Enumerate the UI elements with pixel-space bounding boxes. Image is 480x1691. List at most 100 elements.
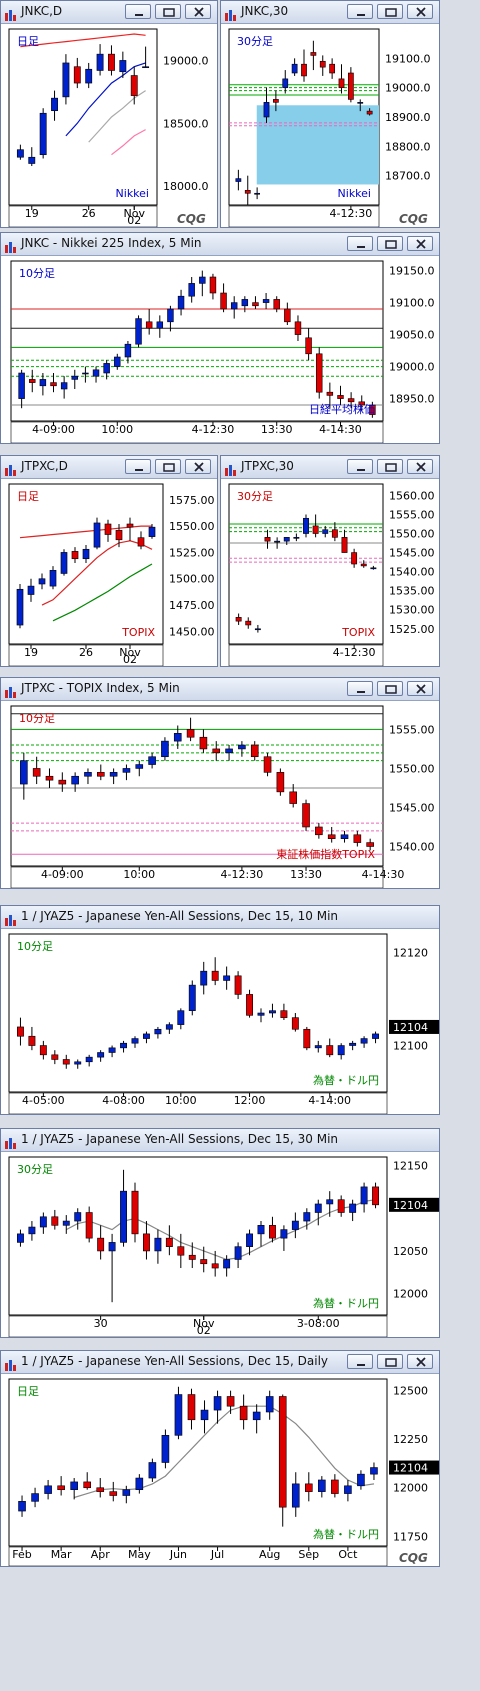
candle-body: [108, 1047, 116, 1053]
candle: [360, 1182, 368, 1213]
chart-canvas[interactable]: 1560.00 1555.00 1550.00 1545.00 1540.00 1535.…: [221, 478, 440, 667]
close-button[interactable]: [407, 4, 433, 19]
minimize-button[interactable]: [347, 1354, 373, 1369]
title-bar[interactable]: JTPXC,30: [221, 456, 439, 479]
candle-body: [73, 66, 81, 84]
candle-body: [226, 1396, 235, 1407]
chart-window-yen-30min[interactable]: 1 / JYAZ5 - Japanese Yen-All Sessions, D…: [0, 1128, 440, 1338]
minimize-button[interactable]: [125, 4, 151, 19]
x-tick-label: 13:30: [290, 868, 322, 881]
candle: [244, 175, 251, 205]
close-button[interactable]: [185, 4, 211, 19]
title-bar[interactable]: JTPXC - TOPIX Index, 5 Min: [1, 678, 439, 701]
maximize-button[interactable]: [155, 459, 181, 474]
candle-body: [291, 1017, 299, 1030]
chart-window-yen-10min[interactable]: 1 / JYAZ5 - Japanese Yen-All Sessions, D…: [0, 905, 440, 1115]
chart-app-icon: [5, 461, 17, 476]
close-button[interactable]: [407, 459, 433, 474]
candle-body: [331, 529, 338, 538]
candle-body: [124, 343, 132, 358]
maximize-button[interactable]: [377, 4, 403, 19]
candle-body: [310, 52, 317, 56]
x-axis-band: [228, 644, 384, 666]
chart-window-jnkc-daily[interactable]: JNKC,D 19000.0 18500.0 18000.0 19 26 Nov 02 日足 N…: [0, 0, 218, 228]
candle: [17, 1017, 24, 1046]
chart-canvas[interactable]: 19100.0 19000.0 18900.0 18800.0 18700.0 4-12:…: [221, 23, 440, 228]
index-name-label: 為替・ドル円: [313, 1073, 379, 1087]
candle-body: [209, 276, 217, 294]
minimize-button[interactable]: [347, 4, 373, 19]
maximize-button[interactable]: [377, 236, 403, 251]
candle: [62, 1054, 70, 1069]
chart-window-jtpxc-daily[interactable]: JTPXC,D 1575.00 1550.00 1525.00 1500.00 1475…: [0, 455, 218, 667]
close-button[interactable]: [407, 681, 433, 696]
close-button[interactable]: [407, 236, 433, 251]
candle-body: [200, 1409, 209, 1421]
candle-body: [135, 318, 142, 345]
chart-canvas[interactable]: 12120 12100 4-05:00 4-08:00 10:00 12:00 4-14:0…: [1, 928, 440, 1115]
chart-window-nikkei-5min[interactable]: JNKC - Nikkei 225 Index, 5 Min 19150.0 19…: [0, 232, 440, 444]
x-tick-label: Jul: [210, 1548, 224, 1561]
x-tick-label: 4-12:30: [333, 646, 376, 659]
minimize-button[interactable]: [347, 236, 373, 251]
chart-app-icon: [5, 6, 17, 21]
maximize-button[interactable]: [377, 1354, 403, 1369]
minimize-button[interactable]: [347, 459, 373, 474]
title-bar[interactable]: 1 / JYAZ5 - Japanese Yen-All Sessions, D…: [1, 1351, 439, 1374]
title-bar[interactable]: 1 / JYAZ5 - Japanese Yen-All Sessions, D…: [1, 906, 439, 929]
candle: [92, 366, 100, 383]
candle-body: [289, 791, 298, 804]
chart-canvas[interactable]: 1555.00 1550.00 1545.00 1540.00 4-09:00 10:00…: [1, 700, 440, 889]
chart-canvas[interactable]: 19150.0 19100.0 19050.0 19000.0 18950.0 4-09:…: [1, 255, 440, 444]
window-title: JNKC - Nikkei 225 Index, 5 Min: [21, 236, 202, 250]
y-tick-label: 18700.0: [385, 170, 431, 183]
close-button[interactable]: [407, 1354, 433, 1369]
candle: [145, 309, 153, 335]
y-tick-label: 12500: [393, 1385, 428, 1398]
candle-body: [212, 748, 221, 754]
minimize-button[interactable]: [125, 459, 151, 474]
candle-body: [57, 1485, 65, 1490]
candle: [154, 1229, 162, 1264]
candle-body: [370, 567, 377, 570]
y-tick-label: 12050: [393, 1245, 428, 1258]
minimize-button[interactable]: [347, 681, 373, 696]
last-price-tag: [389, 1460, 439, 1475]
candle: [220, 283, 227, 313]
x-tick-label: Nov: [123, 207, 145, 220]
title-bar[interactable]: JNKC - Nikkei 225 Index, 5 Min: [1, 233, 439, 256]
candle: [303, 514, 309, 538]
chart-window-yen-daily[interactable]: 1 / JYAZ5 - Japanese Yen-All Sessions, D…: [0, 1350, 440, 1567]
candle: [360, 1036, 368, 1048]
y-tick-label: 1550.00: [169, 520, 215, 533]
chart-canvas[interactable]: 12500 12250 12000 11750 Feb Mar Apr May Jun Jul Au…: [1, 1373, 440, 1567]
x-tick-label: Oct: [338, 1548, 358, 1561]
maximize-button[interactable]: [377, 459, 403, 474]
candle: [252, 296, 259, 309]
title-bar[interactable]: JTPXC,D: [1, 456, 217, 479]
title-bar[interactable]: JNKC,D: [1, 1, 217, 24]
candle: [62, 54, 70, 105]
period-label: 30分足: [237, 490, 273, 503]
y-tick-label: 12000: [393, 1482, 428, 1495]
maximize-button[interactable]: [377, 681, 403, 696]
candle: [143, 1221, 150, 1260]
chart-window-jtpxc-30min[interactable]: JTPXC,30 1560.00 1555.00 1550.00 1545.00 154…: [220, 455, 440, 667]
candle: [291, 1013, 299, 1032]
maximize-button[interactable]: [155, 4, 181, 19]
candle: [103, 360, 110, 380]
candle: [120, 1169, 127, 1247]
chart-window-jnkc-30min[interactable]: JNKC,30 19100.0 19000.0 18900.0 18800.0 1870…: [220, 0, 440, 228]
chart-window-topix-5min[interactable]: JTPXC - TOPIX Index, 5 Min 1555.00 1550.0…: [0, 677, 440, 889]
candle-body: [51, 1054, 59, 1060]
title-bar[interactable]: 1 / JYAZ5 - Japanese Yen-All Sessions, D…: [1, 1129, 439, 1152]
chart-canvas[interactable]: 1575.00 1550.00 1525.00 1500.00 1475.00 1450.…: [1, 478, 218, 667]
candle-body: [353, 834, 362, 843]
candle: [93, 517, 101, 550]
close-button[interactable]: [185, 459, 211, 474]
candle-body: [211, 970, 219, 981]
title-bar[interactable]: JNKC,30: [221, 1, 439, 24]
period-label: 10分足: [19, 712, 55, 725]
